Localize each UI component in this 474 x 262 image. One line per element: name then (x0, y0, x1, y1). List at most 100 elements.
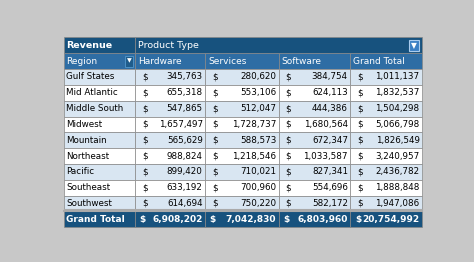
Bar (64, 195, 136, 211)
Text: $: $ (212, 199, 218, 208)
Text: Southwest: Southwest (66, 199, 112, 208)
Text: Grand Total: Grand Total (66, 215, 125, 224)
Text: $: $ (212, 120, 218, 129)
Bar (136, 85, 205, 101)
Bar (205, 148, 279, 164)
Text: $: $ (285, 183, 291, 192)
Bar (136, 132, 205, 148)
Text: 1,832,537: 1,832,537 (375, 88, 419, 97)
Text: ▼: ▼ (127, 59, 131, 64)
Text: $: $ (357, 120, 363, 129)
Text: Revenue: Revenue (66, 41, 112, 50)
Text: 280,620: 280,620 (240, 73, 276, 81)
Bar (350, 132, 422, 148)
Bar (205, 101, 279, 117)
Text: Software: Software (282, 57, 322, 66)
Text: $: $ (142, 104, 147, 113)
Text: 710,021: 710,021 (240, 167, 276, 176)
Bar (136, 148, 205, 164)
Text: $: $ (285, 120, 291, 129)
Text: 582,172: 582,172 (312, 199, 348, 208)
Text: Southeast: Southeast (66, 183, 110, 192)
Text: $: $ (142, 183, 147, 192)
Text: Midwest: Midwest (66, 120, 102, 129)
Bar (350, 85, 422, 101)
Text: 827,341: 827,341 (312, 167, 348, 176)
Bar (136, 69, 205, 85)
Bar (350, 195, 422, 211)
Text: $: $ (142, 88, 147, 97)
Bar (279, 69, 350, 85)
Bar (279, 148, 350, 164)
Text: 512,047: 512,047 (240, 104, 276, 113)
Bar (279, 53, 350, 69)
Bar (64, 85, 136, 101)
Text: Region: Region (66, 57, 97, 66)
Bar (136, 117, 205, 132)
Bar (279, 101, 350, 117)
Bar (279, 164, 350, 180)
Text: 1,218,546: 1,218,546 (232, 151, 276, 161)
Bar (350, 180, 422, 195)
Text: $: $ (212, 73, 218, 81)
Bar (350, 69, 422, 85)
Text: 3,240,957: 3,240,957 (375, 151, 419, 161)
Text: 5,066,798: 5,066,798 (375, 120, 419, 129)
Text: 553,106: 553,106 (240, 88, 276, 97)
Text: $: $ (285, 104, 291, 113)
Text: $: $ (355, 215, 361, 224)
Text: 672,347: 672,347 (312, 136, 348, 145)
Bar (205, 85, 279, 101)
Text: $: $ (285, 199, 291, 208)
Bar (279, 195, 350, 211)
FancyBboxPatch shape (125, 56, 133, 67)
Text: Middle South: Middle South (66, 104, 124, 113)
Text: $: $ (285, 73, 291, 81)
Bar (205, 195, 279, 211)
Bar (205, 53, 279, 69)
Bar (205, 69, 279, 85)
Bar (136, 37, 422, 53)
Text: $: $ (285, 88, 291, 97)
Bar (64, 180, 136, 195)
Text: 624,113: 624,113 (312, 88, 348, 97)
Text: 384,754: 384,754 (312, 73, 348, 81)
Text: $: $ (212, 183, 218, 192)
Text: 1,888,848: 1,888,848 (375, 183, 419, 192)
Text: Mountain: Mountain (66, 136, 107, 145)
Text: 633,192: 633,192 (167, 183, 203, 192)
Text: $: $ (285, 151, 291, 161)
Text: 345,763: 345,763 (166, 73, 203, 81)
Text: $: $ (140, 215, 146, 224)
Text: $: $ (212, 104, 218, 113)
Bar (64, 132, 136, 148)
Bar (279, 211, 350, 227)
Text: 547,865: 547,865 (166, 104, 203, 113)
Bar (205, 132, 279, 148)
Text: Grand Total: Grand Total (354, 57, 405, 66)
Text: $: $ (212, 167, 218, 176)
Text: $: $ (142, 199, 147, 208)
Text: 1,680,564: 1,680,564 (304, 120, 348, 129)
Text: $: $ (212, 136, 218, 145)
Text: 588,573: 588,573 (240, 136, 276, 145)
Text: 2,436,782: 2,436,782 (375, 167, 419, 176)
Bar (350, 101, 422, 117)
Text: $: $ (357, 104, 363, 113)
Text: $: $ (210, 215, 216, 224)
Text: Hardware: Hardware (138, 57, 182, 66)
Bar (136, 180, 205, 195)
Text: 1,947,086: 1,947,086 (375, 199, 419, 208)
Bar (136, 101, 205, 117)
Bar (64, 117, 136, 132)
Text: $: $ (142, 136, 147, 145)
Text: $: $ (357, 167, 363, 176)
Text: Services: Services (208, 57, 246, 66)
Bar (64, 101, 136, 117)
Bar (136, 195, 205, 211)
Text: 1,033,587: 1,033,587 (303, 151, 348, 161)
Text: 750,220: 750,220 (240, 199, 276, 208)
Text: $: $ (212, 151, 218, 161)
Text: 1,657,497: 1,657,497 (159, 120, 203, 129)
Text: $: $ (142, 167, 147, 176)
